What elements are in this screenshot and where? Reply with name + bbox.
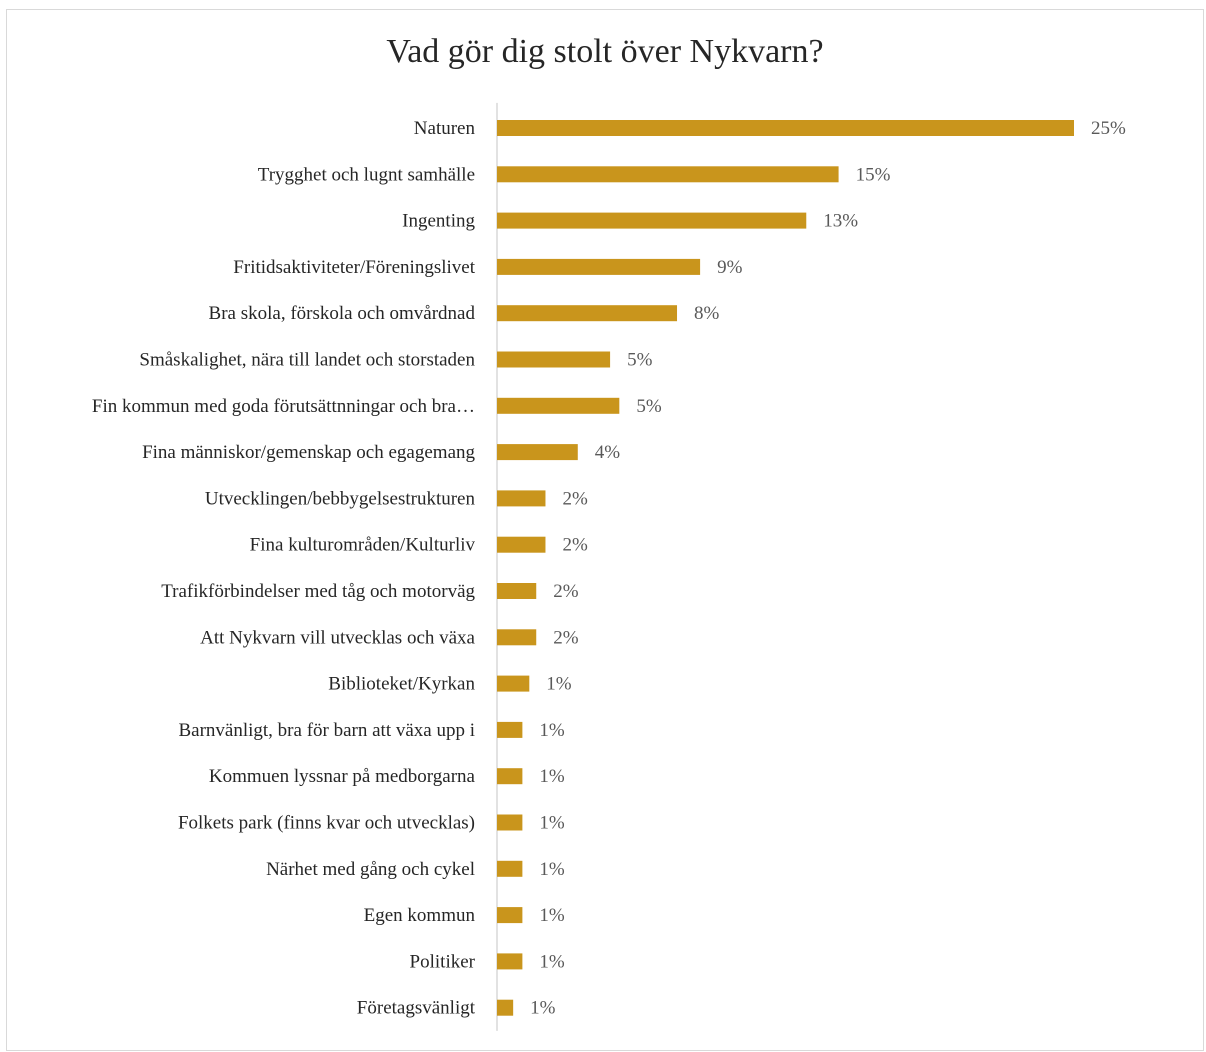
chart-frame: [6, 9, 1204, 1051]
data-label: 4%: [595, 442, 621, 463]
data-label: 2%: [562, 535, 588, 556]
bar-row: Utvecklingen/bebbygelsestrukturen 2%: [205, 488, 588, 509]
bar-row: Trafikförbindelser med tåg och motorväg 2…: [161, 581, 579, 602]
bar: [497, 258, 701, 275]
category-label: Ingenting: [402, 211, 475, 232]
category-label: Folkets park (finns kvar och utvecklas): [178, 813, 475, 834]
bar-row: Fin kommun med goda förutsättnningar och…: [92, 396, 662, 417]
category-label: Bra skola, förskola och omvårdnad: [209, 303, 476, 324]
data-label: 8%: [694, 303, 720, 324]
bar-row: Biblioteket/Kyrkan 1%: [328, 674, 572, 695]
bar-row: Närhet med gång och cykel 1%: [266, 859, 565, 880]
category-label: Fina människor/gemenskap och egagemang: [142, 442, 475, 463]
bar-row: Bra skola, förskola och omvårdnad 8%: [209, 303, 720, 324]
bar-row: Naturen 25%: [414, 118, 1126, 139]
bar-row: Fina kulturområden/Kulturliv 2%: [250, 535, 588, 556]
category-label: Egen kommun: [364, 905, 476, 926]
bar-row: Folkets park (finns kvar och utvecklas) 1…: [178, 813, 565, 834]
bar: [497, 536, 546, 553]
bar: [497, 768, 523, 785]
bar-row: Ingenting 13%: [402, 211, 858, 232]
bar-row: Småskalighet, nära till landet och stors…: [139, 350, 652, 371]
category-label: Trafikförbindelser med tåg och motorväg: [161, 581, 475, 602]
data-label: 1%: [539, 951, 565, 972]
bar: [497, 953, 523, 970]
bar: [497, 583, 537, 599]
data-label: 1%: [546, 674, 572, 695]
category-label: Företagsvänligt: [357, 998, 476, 1019]
category-label: Närhet med gång och cykel: [266, 859, 475, 880]
bar: [497, 444, 578, 461]
data-label: 15%: [856, 164, 891, 185]
bar: [497, 907, 523, 924]
category-label: Utvecklingen/bebbygelsestrukturen: [205, 488, 476, 509]
bar: [497, 629, 537, 646]
category-label: Småskalighet, nära till landet och stors…: [139, 350, 475, 371]
bar-row: Politiker 1%: [410, 951, 565, 972]
bar: [497, 860, 523, 877]
bar-row: Barnvänligt, bra för barn att växa upp i…: [178, 720, 564, 741]
data-label: 9%: [717, 257, 743, 278]
bar: [497, 166, 839, 183]
bar-row: Fina människor/gemenskap och egagemang 4%: [142, 442, 620, 463]
category-label: Politiker: [410, 951, 476, 972]
category-label: Att Nykvarn vill utvecklas och växa: [200, 627, 475, 648]
bar-row: Företagsvänligt 1%: [357, 998, 556, 1019]
bar-row: Att Nykvarn vill utvecklas och växa 2%: [200, 627, 579, 648]
bar: [497, 490, 546, 507]
category-label: Trygghet och lugnt samhälle: [258, 164, 475, 185]
data-label: 5%: [636, 396, 662, 417]
bar: [497, 999, 514, 1016]
chart-title: Vad gör dig stolt över Nykvarn?: [386, 33, 824, 70]
data-label: 25%: [1091, 118, 1126, 139]
bar-row: Fritidsaktiviteter/Föreningslivet 9%: [233, 257, 742, 278]
bar: [497, 721, 523, 738]
bar-row: Trygghet och lugnt samhälle 15%: [258, 164, 891, 185]
data-label: 1%: [539, 905, 565, 926]
category-label: Fina kulturområden/Kulturliv: [250, 535, 476, 556]
data-label: 2%: [553, 581, 579, 602]
bar: [497, 351, 611, 368]
category-label: Kommuen lyssnar på medborgarna: [209, 766, 476, 787]
data-label: 13%: [823, 211, 858, 232]
category-label: Barnvänligt, bra för barn att växa upp i: [178, 720, 475, 741]
category-label: Naturen: [414, 118, 476, 139]
data-label: 1%: [530, 998, 556, 1019]
bar: [497, 212, 807, 229]
data-label: 2%: [553, 627, 579, 648]
bar-row: Kommuen lyssnar på medborgarna 1%: [209, 766, 565, 787]
bar: [497, 814, 523, 831]
bar: [497, 397, 620, 414]
data-label: 2%: [562, 488, 588, 509]
data-label: 1%: [539, 720, 565, 741]
bar: [497, 120, 1074, 136]
data-label: 1%: [539, 859, 565, 880]
category-label: Fritidsaktiviteter/Föreningslivet: [233, 257, 475, 278]
category-label: Biblioteket/Kyrkan: [328, 674, 475, 695]
bar: [497, 675, 530, 692]
data-label: 1%: [539, 766, 565, 787]
bar: [497, 305, 678, 322]
data-label: 5%: [627, 350, 653, 371]
bar-row: Egen kommun 1%: [364, 905, 565, 926]
category-label: Fin kommun med goda förutsättnningar och…: [92, 396, 475, 417]
data-label: 1%: [539, 813, 565, 834]
